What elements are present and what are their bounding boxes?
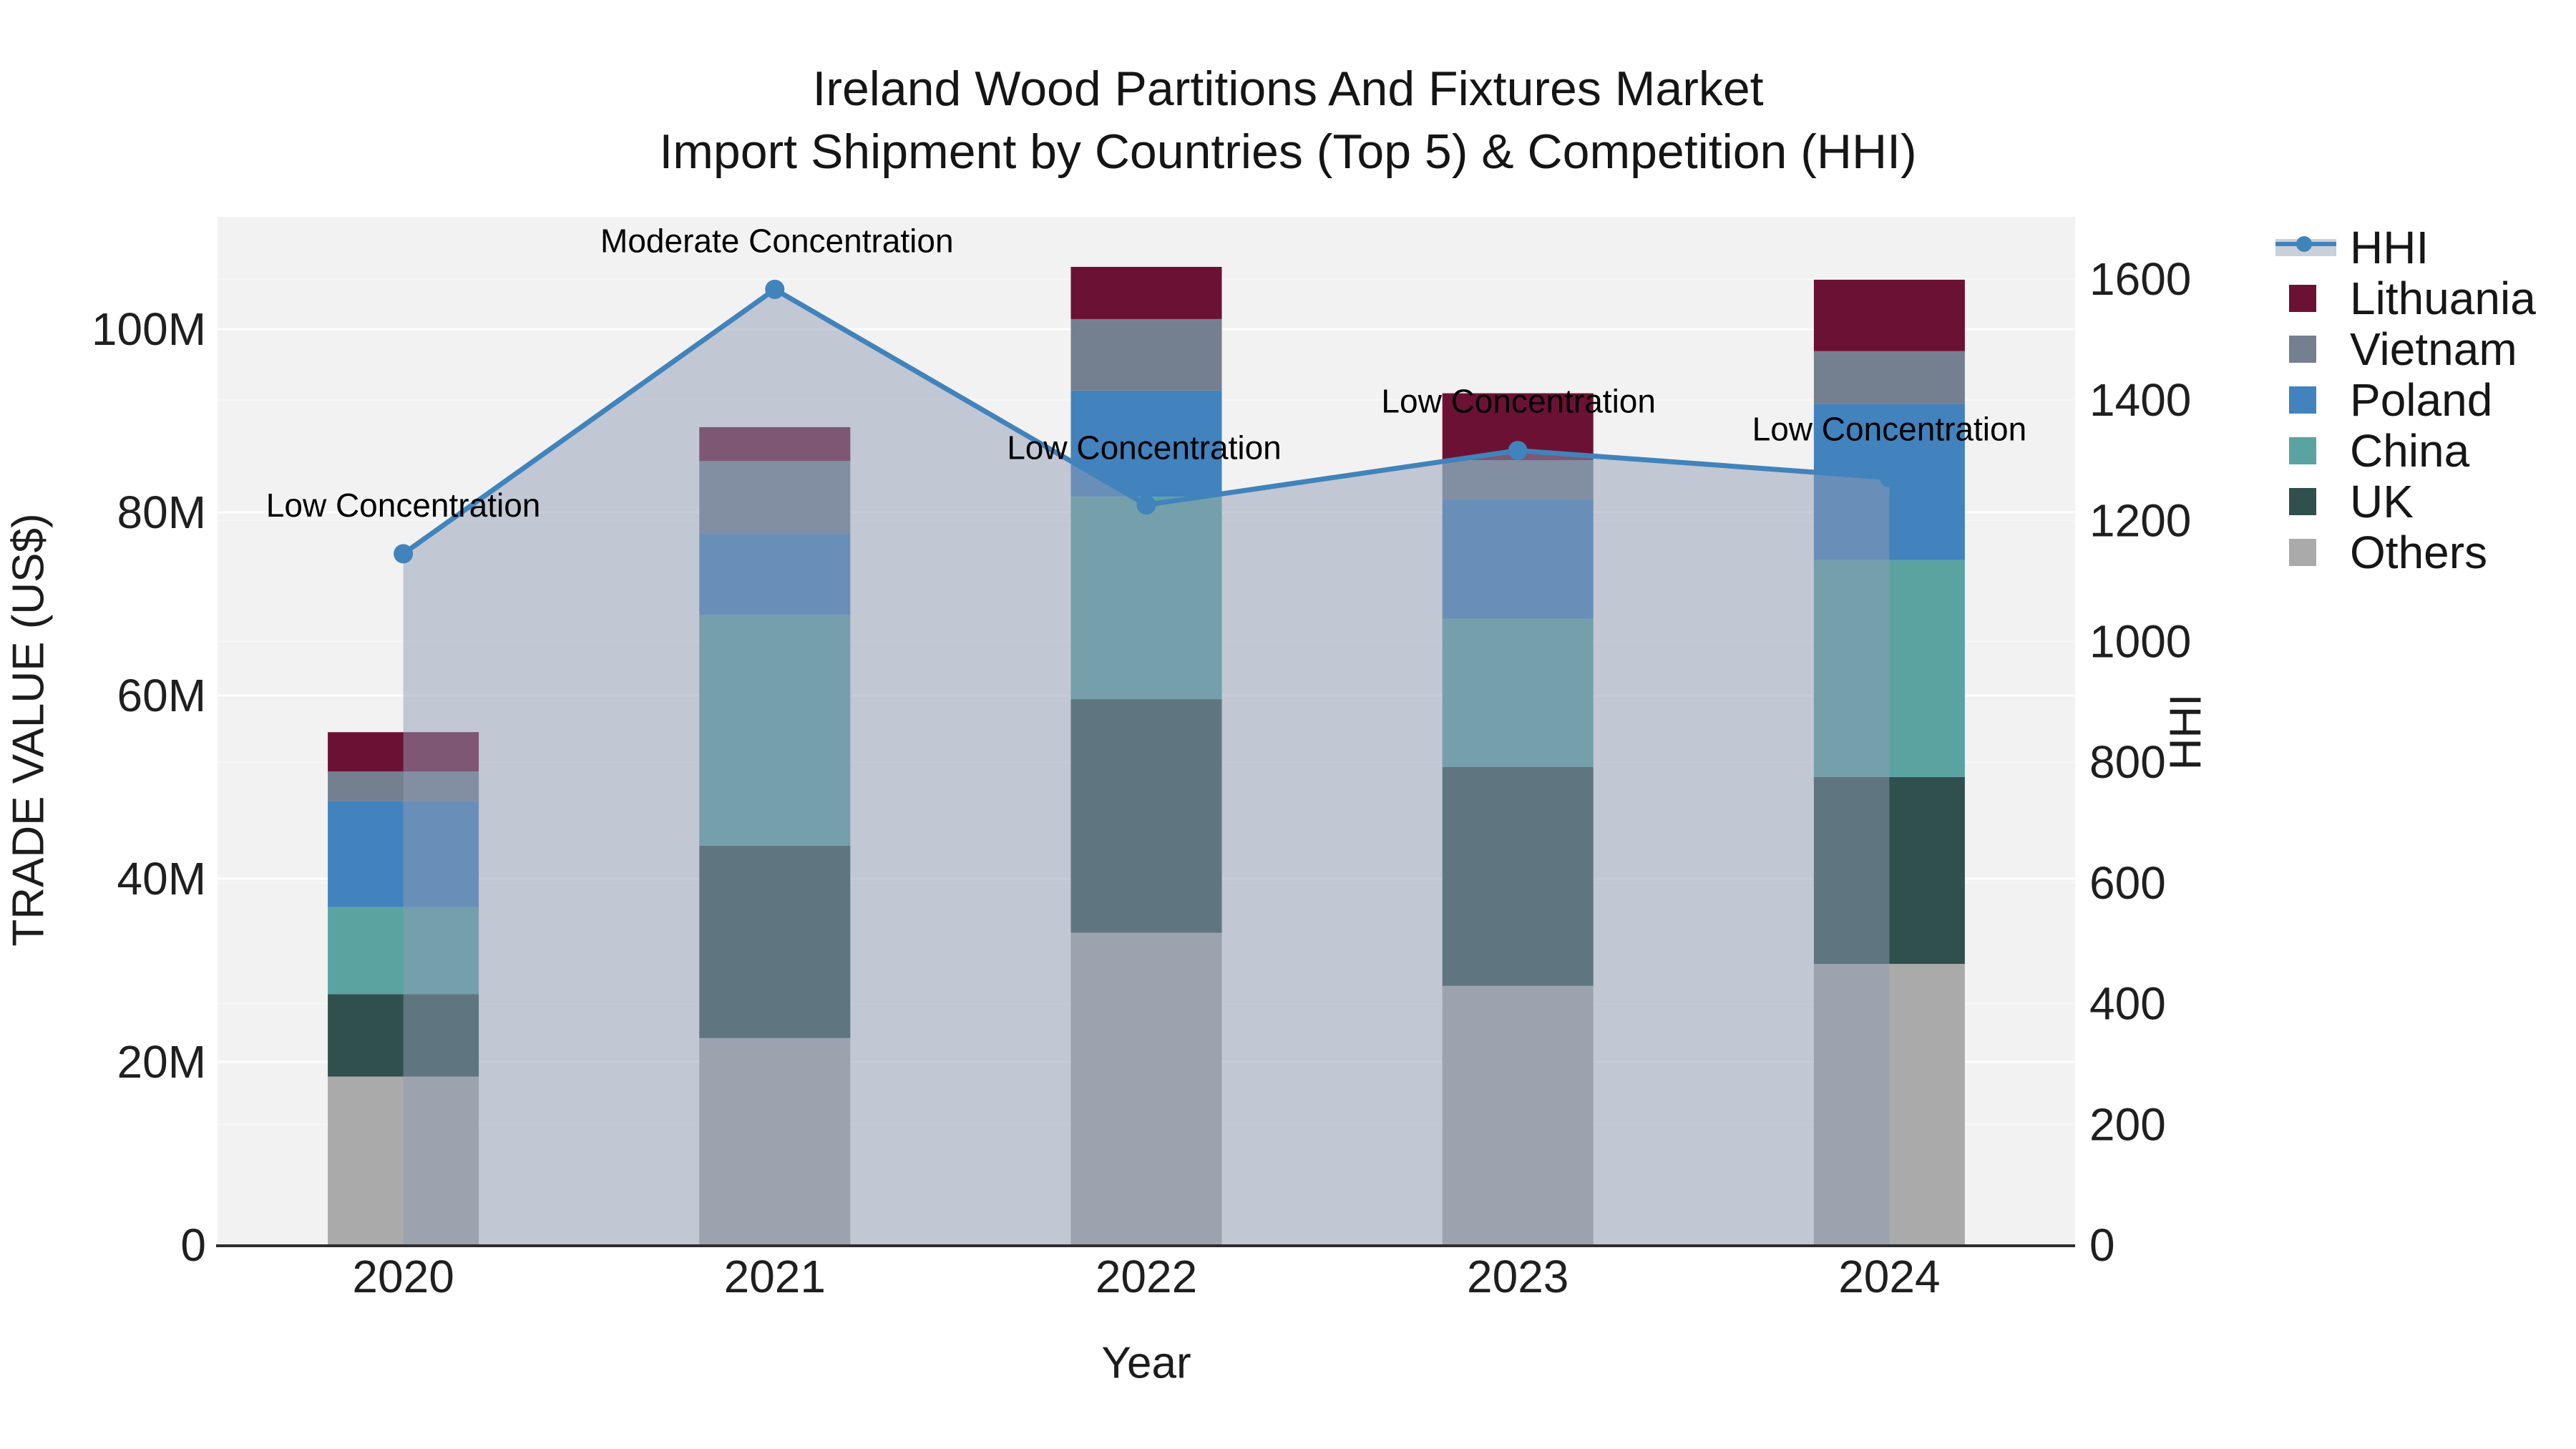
annotation-label: Low Concentration: [266, 487, 541, 524]
hhi-marker-2023[interactable]: [1508, 441, 1528, 461]
series-swatch-icon: [2275, 436, 2350, 464]
hhi-marker-2024[interactable]: [1879, 468, 1899, 488]
y-tick-label: 60M: [117, 670, 207, 721]
legend-label: Lithuania: [2350, 272, 2536, 324]
y2-tick-label: 800: [2089, 736, 2166, 788]
legend-label: Vietnam: [2350, 323, 2517, 375]
annotation-label: Low Concentration: [1752, 411, 2027, 448]
y2-axis-title: HHI: [2161, 693, 2211, 771]
legend-label: Others: [2350, 526, 2488, 578]
legend-item-china[interactable]: China: [2275, 425, 2536, 476]
x-tick-label: 2023: [1467, 1251, 1568, 1302]
y2-tick-label: 200: [2089, 1098, 2166, 1150]
legend-label: Poland: [2350, 374, 2493, 426]
annotation-label: Low Concentration: [1381, 383, 1656, 420]
legend-label: UK: [2350, 475, 2414, 527]
legend-item-vietnam[interactable]: Vietnam: [2275, 323, 2536, 374]
bar-segment-lithuania-2024[interactable]: [1813, 279, 1965, 351]
x-axis-title: Year: [1101, 1338, 1191, 1388]
x-tick-label: 2024: [1838, 1251, 1940, 1302]
series-swatch-icon: [2275, 335, 2350, 363]
x-tick-label: 2022: [1096, 1251, 1197, 1302]
legend-item-others[interactable]: Others: [2275, 527, 2536, 577]
annotation-label: Low Concentration: [1007, 429, 1282, 467]
legend-item-poland[interactable]: Poland: [2275, 374, 2536, 425]
bar-segment-vietnam-2022[interactable]: [1070, 318, 1222, 391]
y-tick-label: 40M: [117, 853, 207, 904]
hhi-line-swatch-icon: [2275, 232, 2350, 263]
y-tick-label: 0: [180, 1219, 206, 1271]
y-tick-label: 20M: [117, 1036, 207, 1088]
y2-tick-label: 0: [2089, 1219, 2115, 1271]
y2-tick-label: 600: [2089, 857, 2166, 909]
legend-label: China: [2350, 424, 2470, 477]
y2-tick-label: 1400: [2089, 374, 2191, 426]
legend-item-uk[interactable]: UK: [2275, 476, 2536, 527]
x-tick-label: 2020: [352, 1251, 454, 1302]
legend-label: HHI: [2350, 221, 2429, 273]
series-swatch-icon: [2275, 284, 2350, 312]
hhi-marker-2021[interactable]: [765, 279, 785, 299]
legend-item-lithuania[interactable]: Lithuania: [2275, 273, 2536, 323]
y2-tick-label: 1000: [2089, 615, 2191, 667]
series-swatch-icon: [2275, 487, 2350, 515]
hhi-marker-2022[interactable]: [1136, 495, 1156, 515]
legend-item-hhi[interactable]: HHI: [2275, 222, 2536, 273]
chart-title-line1: Ireland Wood Partitions And Fixtures Mar…: [812, 62, 1764, 116]
bar-segment-lithuania-2022[interactable]: [1070, 266, 1222, 319]
chart-title: Ireland Wood Partitions And Fixtures Mar…: [0, 57, 2576, 184]
y-tick-label: 80M: [117, 487, 207, 538]
hhi-area: [403, 289, 1890, 1245]
y-axis-title: TRADE VALUE (US$): [4, 513, 54, 947]
y2-tick-label: 1600: [2089, 253, 2191, 305]
annotation-label: Moderate Concentration: [600, 222, 954, 259]
series-swatch-icon: [2275, 386, 2350, 414]
legend: HHI Lithuania Vietnam Poland China UK Others: [2275, 222, 2536, 577]
y-tick-label: 100M: [92, 303, 206, 355]
series-swatch-icon: [2275, 538, 2350, 566]
x-tick-label: 2021: [724, 1251, 826, 1302]
chart-title-line2: Import Shipment by Countries (Top 5) & C…: [659, 125, 1917, 180]
y2-tick-label: 1200: [2089, 495, 2191, 547]
bar-segment-vietnam-2024[interactable]: [1813, 351, 1965, 404]
y2-tick-label: 400: [2089, 978, 2166, 1030]
hhi-marker-2020[interactable]: [394, 544, 414, 564]
